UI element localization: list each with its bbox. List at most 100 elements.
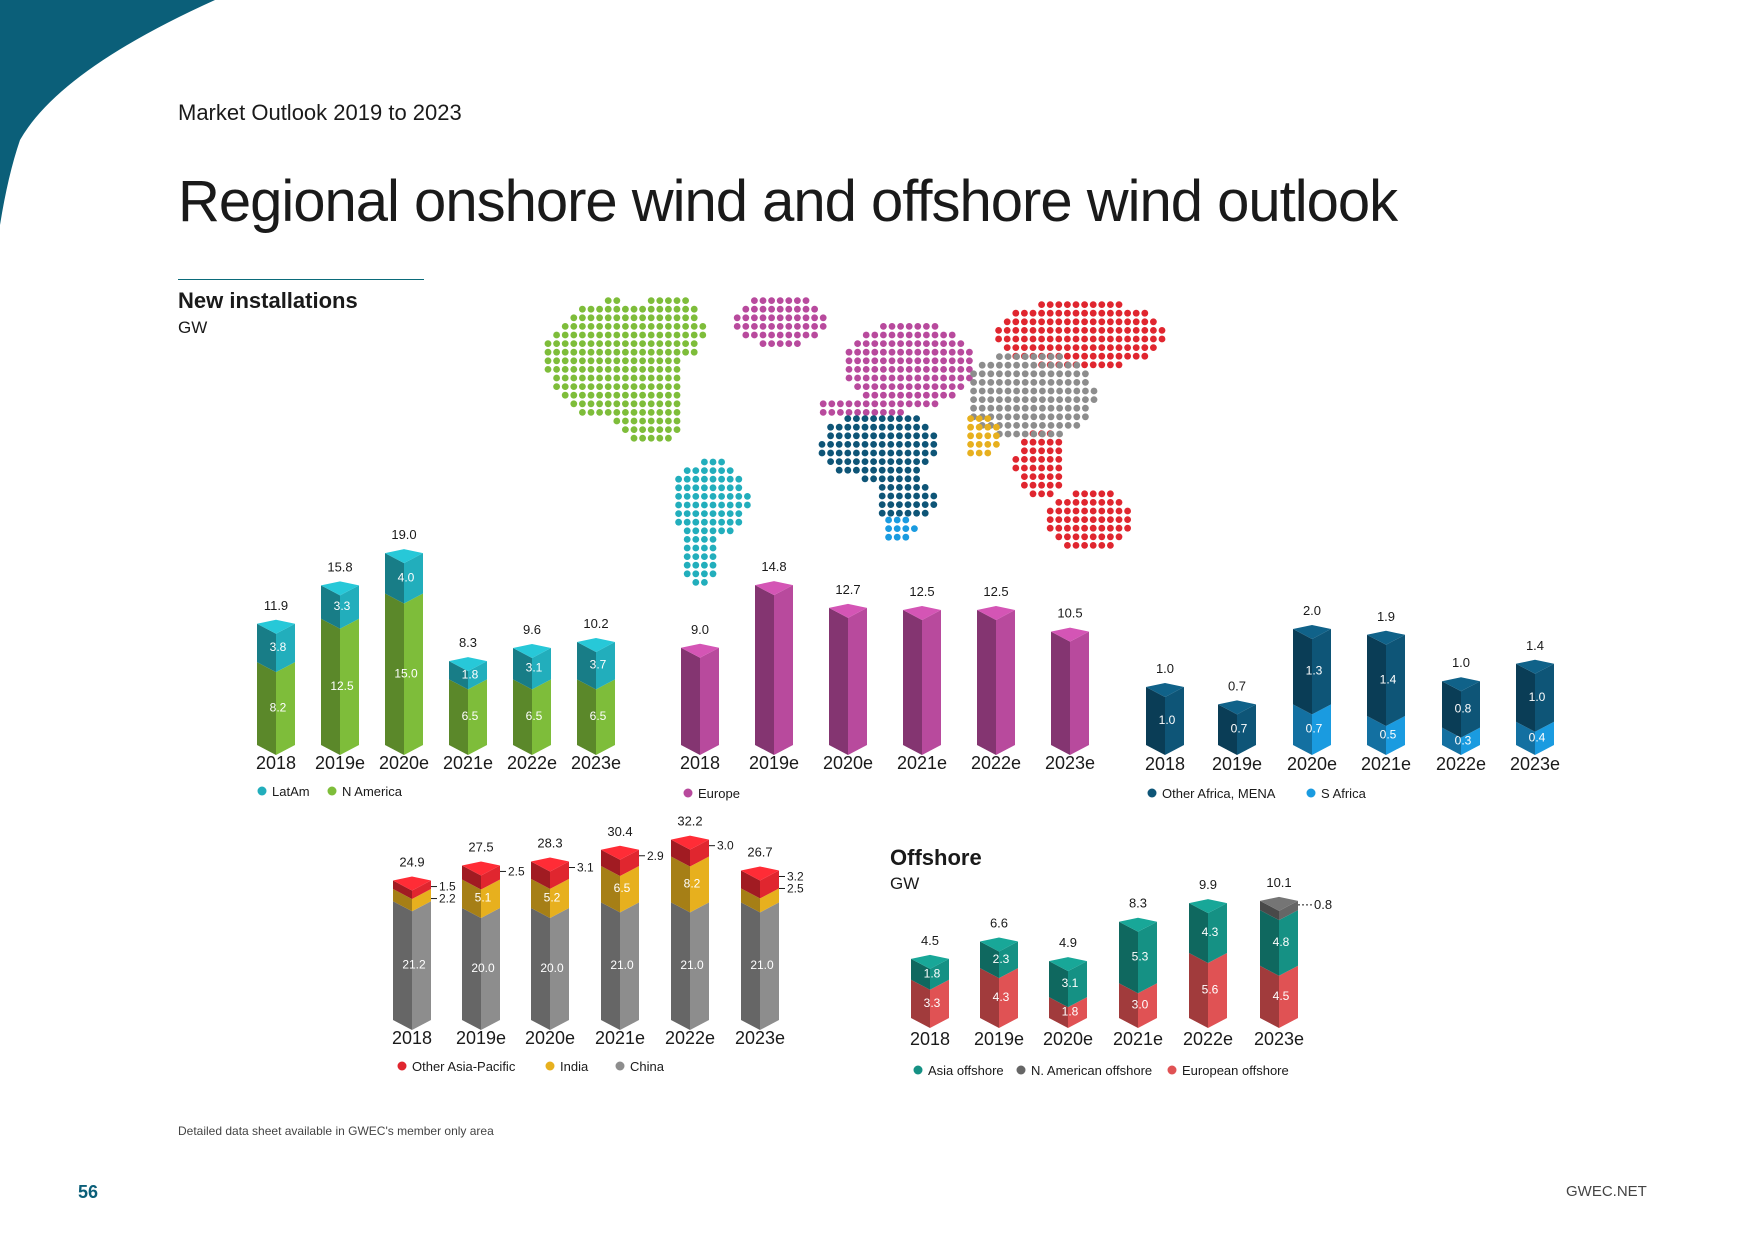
callout-label: 2.2	[439, 892, 456, 906]
bar-segment-india-right	[481, 879, 500, 918]
map-dot	[596, 383, 603, 390]
map-dot	[902, 525, 910, 532]
category-label: 2018	[910, 1029, 950, 1049]
map-dot	[683, 484, 691, 492]
map-dot	[896, 458, 903, 465]
map-dot	[587, 357, 595, 365]
map-dot	[683, 518, 691, 526]
map-dot	[733, 314, 741, 322]
map-dot	[701, 493, 708, 500]
legend-marker	[1016, 1065, 1026, 1075]
map-dot	[1082, 387, 1089, 395]
map-dot	[630, 314, 638, 322]
map-dot	[622, 340, 629, 347]
map-dot	[904, 475, 912, 483]
map-dot	[845, 366, 853, 373]
map-dot	[709, 501, 717, 509]
map-dot	[665, 331, 672, 339]
bar-segment-other-africa-mena-left	[1218, 704, 1237, 755]
bar-segment-other-asia-pacific-right	[550, 861, 569, 889]
callout-label: 3.1	[577, 861, 594, 875]
map-dot	[854, 340, 861, 347]
total-label: 10.2	[583, 616, 608, 631]
map-dot	[1124, 335, 1131, 343]
map-dot	[1003, 344, 1011, 351]
map-dot	[1064, 516, 1071, 523]
map-dot	[647, 297, 655, 304]
map-dot	[561, 323, 569, 330]
map-dot	[987, 387, 995, 395]
map-dot	[699, 331, 707, 339]
map-dot	[1064, 370, 1072, 378]
bar-segment-europe-left	[1051, 631, 1070, 755]
map-dot	[742, 314, 750, 322]
segment-label: 4.3	[993, 990, 1010, 1004]
map-dot	[921, 423, 929, 431]
map-dot	[931, 348, 939, 356]
map-dot	[579, 331, 586, 339]
map-dot	[794, 331, 801, 339]
map-dot	[1082, 370, 1089, 378]
segment-label: 3.1	[1062, 976, 1079, 990]
map-dot	[604, 340, 612, 347]
map-dot	[673, 331, 681, 339]
map-dot	[1029, 447, 1037, 455]
map-dot	[596, 374, 603, 382]
map-dot	[639, 409, 646, 416]
legend-label: Asia offshore	[928, 1063, 1004, 1078]
map-dot	[896, 475, 903, 483]
bar-segment-latam-left	[449, 661, 468, 690]
map-dot	[844, 458, 852, 465]
map-dot	[604, 374, 612, 382]
map-dot	[1150, 344, 1157, 351]
map-dot	[948, 383, 956, 390]
map-dot	[1150, 327, 1157, 334]
map-dot	[579, 357, 586, 365]
total-label: 12.5	[909, 584, 934, 599]
map-dot	[1013, 361, 1020, 369]
bar-segment-n-america-right	[532, 679, 551, 755]
map-dot	[673, 426, 681, 433]
segment-label: 21.0	[750, 958, 774, 972]
map-dot	[870, 441, 877, 448]
map-dot	[682, 340, 689, 347]
map-dot	[630, 434, 638, 442]
legend-marker	[913, 1065, 923, 1075]
map-dot	[630, 331, 638, 339]
map-dot	[905, 340, 913, 347]
map-dot	[861, 432, 869, 440]
map-dot	[587, 305, 595, 313]
map-dot	[1038, 335, 1045, 343]
map-dot	[1038, 438, 1045, 446]
map-dot	[853, 458, 860, 465]
map-dot	[785, 323, 793, 330]
new-installations-title: New installations	[178, 288, 358, 313]
map-dot	[1055, 335, 1063, 343]
map-dot	[656, 391, 664, 399]
map-dot	[630, 348, 638, 356]
map-dot	[1003, 335, 1011, 343]
map-dot	[579, 383, 586, 390]
map-dot	[871, 331, 879, 339]
map-dot	[854, 409, 861, 416]
map-dot	[828, 409, 836, 416]
bar-segment-european-offshore-right	[999, 968, 1018, 1028]
map-dot	[835, 458, 843, 465]
total-label: 14.8	[761, 559, 786, 574]
map-dot	[776, 314, 784, 322]
chart-asia: 21.224.9201820.05.127.52019e20.05.228.32…	[392, 814, 804, 1074]
map-dot	[1021, 344, 1028, 351]
map-dot	[1072, 309, 1080, 317]
bar-asia-2018: 21.2 24.9	[393, 855, 431, 1030]
map-dot	[1064, 507, 1071, 515]
map-dot	[887, 432, 895, 440]
map-dot	[854, 383, 861, 390]
bar-africa-2022e: 0.3 0.8 1.0	[1442, 655, 1480, 755]
map-dot	[1021, 473, 1028, 480]
map-dot	[604, 400, 612, 408]
map-dot	[811, 331, 818, 339]
map-dot	[862, 366, 870, 373]
map-dot	[639, 391, 646, 399]
bar-segment-india-left	[741, 888, 760, 913]
map-dot	[1021, 353, 1029, 360]
